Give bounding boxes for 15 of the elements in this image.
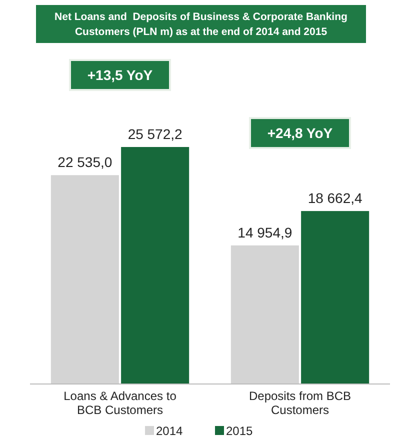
- text: +24,8 YoY: [267, 125, 334, 142]
- x-tick-label: Deposits from BCB Customers: [248, 389, 352, 417]
- legend-label: 2015: [226, 424, 254, 438]
- text: +13,5 YoY: [87, 67, 154, 83]
- chart-title: Net Loans and Deposits of Business & Corporate Banking Customers (PLN m) as at the end of 2014 and 2015: [54, 11, 348, 38]
- data-label: 25 572,2: [128, 126, 183, 142]
- data-label: 22 535,0: [58, 154, 112, 170]
- bar: [121, 147, 190, 384]
- x-tick-label: Loans & Advances to BCB Customers: [64, 389, 177, 417]
- bar: [50, 175, 119, 384]
- bar: [230, 245, 299, 384]
- legend-label: 2014: [156, 424, 184, 438]
- data-label: 14 954,9: [238, 224, 292, 240]
- data-label: 18 662,4: [308, 190, 363, 206]
- bar: [301, 211, 370, 384]
